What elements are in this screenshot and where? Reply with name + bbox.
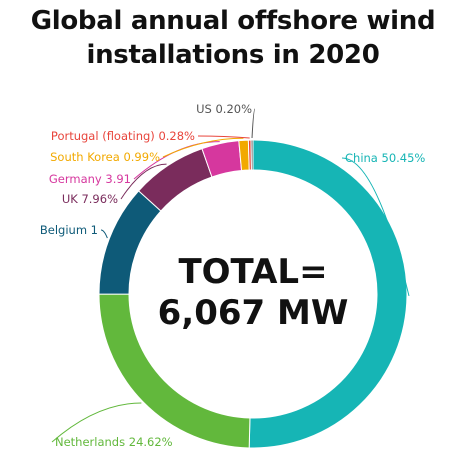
slice-us bbox=[250, 139, 254, 171]
slice-label-us: US 0.20% bbox=[196, 102, 252, 116]
slice-belgium bbox=[98, 190, 162, 295]
slice-label-portugal-floating: Portugal (floating) 0.28% bbox=[51, 129, 195, 143]
chart-title-line1: Global annual offshore wind bbox=[30, 6, 436, 36]
leader-line-portugal-floating bbox=[197, 135, 250, 139]
chart-title-line2: installations in 2020 bbox=[86, 40, 380, 70]
slice-label-south-korea: South Korea 0.99% bbox=[50, 150, 160, 164]
leader-line-south-korea bbox=[162, 137, 244, 158]
leader-line-netherlands bbox=[51, 402, 142, 443]
slice-label-germany: Germany 3.91 bbox=[49, 172, 131, 186]
leader-line-uk bbox=[120, 163, 167, 200]
leader-line-china bbox=[341, 157, 410, 297]
slice-china bbox=[248, 139, 408, 449]
center-total-label: TOTAL= bbox=[178, 252, 327, 292]
slice-label-uk: UK 7.96% bbox=[62, 192, 118, 206]
center-total-value: 6,067 MW bbox=[158, 293, 349, 333]
slice-label-belgium: Belgium 1 bbox=[40, 223, 98, 237]
chart-title: Global annual offshore wind installation… bbox=[0, 4, 466, 72]
slice-label-netherlands: Netherlands 24.62% bbox=[55, 435, 173, 449]
leader-line-belgium bbox=[100, 229, 108, 239]
leader-line-us bbox=[251, 108, 256, 139]
slice-label-china: China 50.45% bbox=[345, 151, 425, 165]
